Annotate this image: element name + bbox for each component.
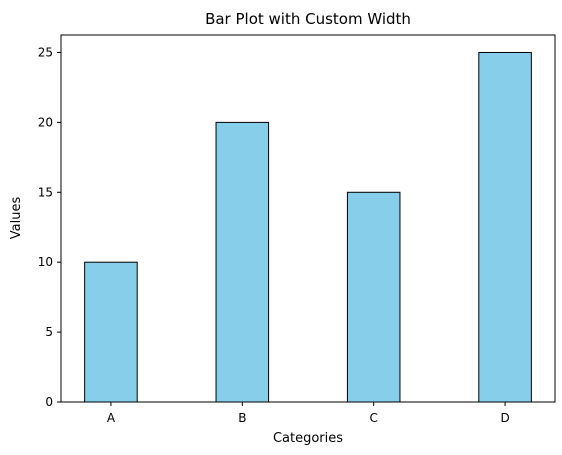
plot-frame [60,34,556,403]
x-tick-label-b: B [238,411,246,425]
bar-a [84,261,138,403]
y-axis-label: Values [9,197,24,240]
chart-title: Bar Plot with Custom Width [205,10,411,28]
bar-b [215,121,270,403]
x-tick-label-a: A [107,411,116,425]
bars [84,51,532,403]
x-tick-label-d: D [500,411,509,425]
y-tick-label: 15 [38,185,53,199]
x-tick-label-c: C [369,411,377,425]
x-axis-ticks: A B C D [107,402,510,425]
y-axis-ticks: 0 5 10 15 20 25 [38,45,61,409]
y-tick-label: 0 [45,395,53,409]
bar-c [346,191,401,403]
y-tick-label: 20 [38,115,53,129]
y-tick-label: 10 [38,255,53,269]
bar-d [478,51,532,403]
y-tick-label: 25 [38,45,53,59]
y-tick-label: 5 [45,325,53,339]
x-axis-label: Categories [273,431,343,446]
